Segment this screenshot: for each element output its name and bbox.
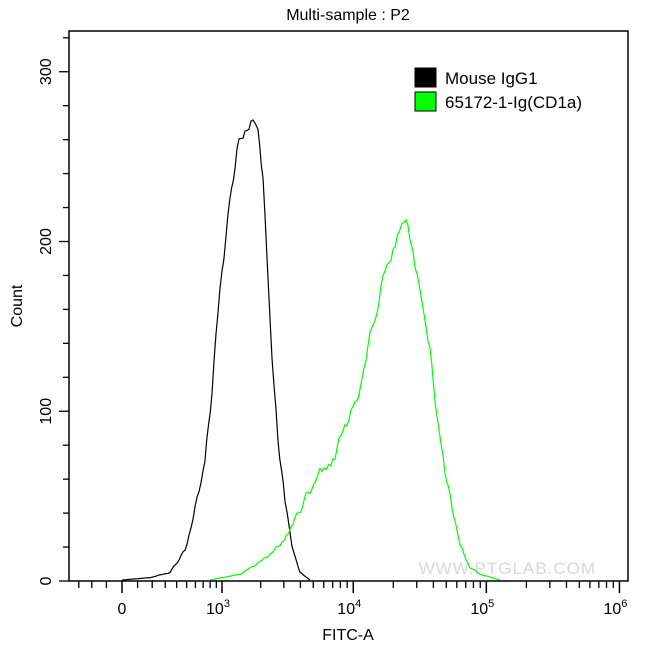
y-tick-label: 200: [38, 228, 55, 255]
series-line-mouse-igg1: [121, 119, 311, 581]
plot-frame: [68, 30, 629, 582]
legend: Mouse IgG1 65172-1-Ig(CD1a): [414, 67, 582, 112]
chart-title: Multi-sample : P2: [286, 7, 410, 24]
legend-label: 65172-1-Ig(CD1a): [445, 93, 582, 112]
y-tick-label: 300: [38, 58, 55, 85]
series-line-cd1a: [209, 218, 501, 581]
x-tick-label: 105: [470, 598, 494, 618]
x-tick-label: 0: [118, 601, 127, 618]
legend-swatch: [414, 67, 437, 88]
x-tick-label: 104: [337, 598, 361, 618]
watermark: WWW.PTGLAB.COM: [419, 559, 596, 578]
x-axis-label: FITC-A: [322, 627, 374, 644]
legend-swatch: [414, 91, 437, 112]
legend-label: Mouse IgG1: [445, 69, 538, 88]
x-tick-label: 106: [603, 598, 627, 618]
y-axis-label: Count: [9, 284, 26, 327]
y-tick-label: 0: [38, 576, 55, 585]
y-tick-label: 100: [38, 398, 55, 425]
x-tick-label: 103: [206, 598, 230, 618]
